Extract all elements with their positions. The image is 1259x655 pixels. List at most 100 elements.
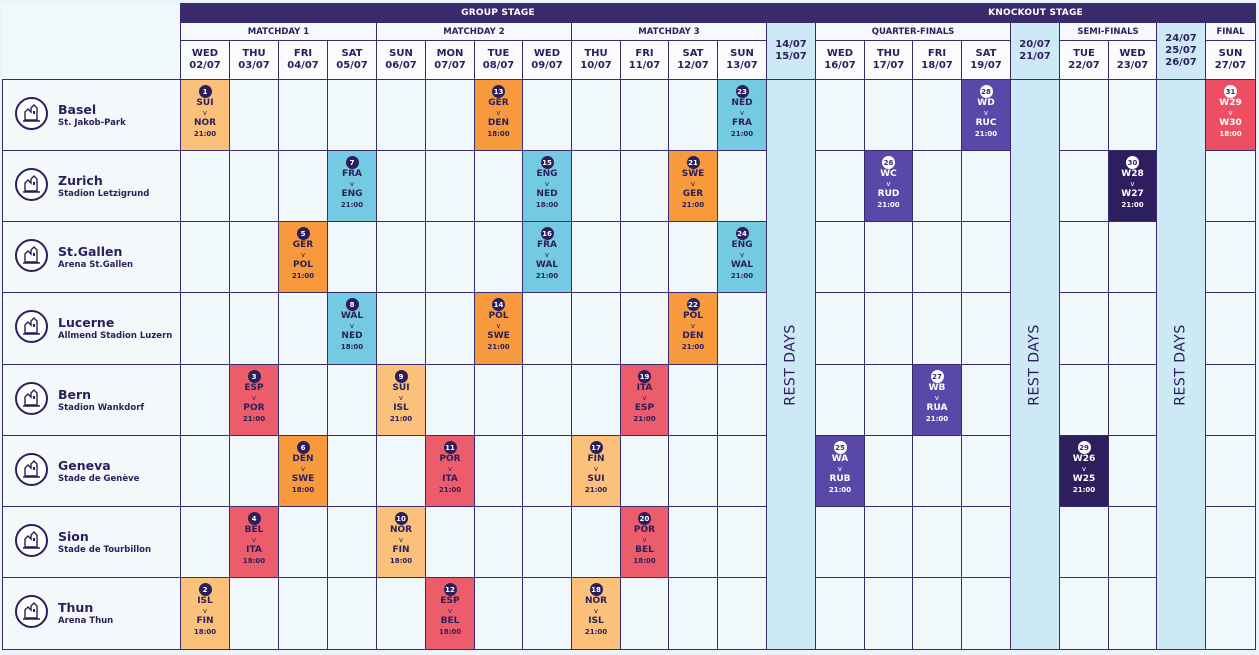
kickoff-time: 21:00 [438,486,462,494]
versus: v [642,536,647,544]
weekday: WED [533,48,561,59]
match-18[interactable]: 18 NOR v ISL 21:00 [572,578,621,650]
match-20[interactable]: 20 POR v BEL 18:00 [621,507,669,578]
empty-slot [865,507,913,578]
match-8[interactable]: 8 WAL v NED 18:00 [328,293,377,365]
empty-slot [475,222,523,293]
weekday: SUN [730,48,754,59]
away-team: NED [341,331,363,341]
match-28[interactable]: 28 WD v RUC 21:00 [962,80,1011,151]
empty-slot [377,222,426,293]
match-27[interactable]: 27 WB v RUA 21:00 [913,365,962,436]
match-16[interactable]: 16 FRA v WAL 21:00 [523,222,572,293]
match-12[interactable]: 12 ESP v BEL 18:00 [426,578,475,650]
match-number: 12 [443,583,457,596]
empty-slot [816,507,865,578]
match-11[interactable]: 11 POR v ITA 21:00 [426,436,475,507]
match-number: 22 [686,298,700,311]
empty-slot [377,578,426,650]
versus: v [202,109,208,117]
date: 07/07 [434,60,466,71]
away-team: NED [536,189,558,199]
kickoff-time: 21:00 [584,486,608,494]
city-landmark-icon [15,382,48,415]
kickoff-time: 21:00 [1121,201,1144,209]
venue-stadium: St. Jakob-Park [58,118,126,128]
empty-slot [426,222,475,293]
date-header-0: WED 02/07 [181,41,230,80]
match-5[interactable]: 5 GER v POL 21:00 [279,222,328,293]
weekday: FRI [927,48,947,59]
empty-slot [1109,80,1157,151]
empty-slot [572,222,621,293]
match-number: 30 [1126,156,1139,169]
match-13[interactable]: 13 GER v DEN 18:00 [475,80,523,151]
empty-slot [181,222,230,293]
empty-slot [1109,507,1157,578]
home-team: NOR [584,596,608,606]
empty-slot [377,151,426,222]
match-1[interactable]: 1 SUI v NOR 21:00 [181,80,230,151]
match-25[interactable]: 25 WA v RUB 21:00 [816,436,865,507]
match-number: 28 [979,85,993,98]
match-22[interactable]: 22 POL v DEN 21:00 [669,293,718,365]
empty-slot [523,365,572,436]
date-header-6: TUE 08/07 [475,41,523,80]
home-team: WD [977,98,995,108]
away-team: ITA [246,545,262,555]
away-team: ENG [341,189,363,199]
match-number: 24 [735,227,749,240]
match-30[interactable]: 30 W28 v W27 21:00 [1109,151,1157,222]
rest-days-column-0: REST DAYS [767,80,816,650]
empty-slot [962,222,1011,293]
match-31[interactable]: 31 W29 v W30 18:00 [1206,80,1256,151]
match-14[interactable]: 14 POL v SWE 21:00 [475,293,523,365]
match-4[interactable]: 4 BEL v ITA 18:00 [230,507,279,578]
empty-slot [669,578,718,650]
date-header-3: SAT 05/07 [328,41,377,80]
versus: v [837,465,843,473]
kickoff-time: 21:00 [877,201,900,209]
away-team: BEL [440,616,460,626]
match-21[interactable]: 21 SWE v GER 21:00 [669,151,718,222]
empty-slot [377,436,426,507]
match-2[interactable]: 2 ISL v FIN 18:00 [181,578,230,650]
match-9[interactable]: 9 SUI v ISL 21:00 [377,365,426,436]
empty-slot [1109,222,1157,293]
match-number: 31 [1224,85,1237,98]
match-3[interactable]: 3 ESP v POR 21:00 [230,365,279,436]
empty-slot [669,436,718,507]
match-29[interactable]: 29 W26 v W25 21:00 [1060,436,1109,507]
date-header-2: FRI 04/07 [279,41,328,80]
home-team: POL [683,311,703,321]
match-17[interactable]: 17 FIN v SUI 21:00 [572,436,621,507]
versus: v [300,465,306,473]
match-26[interactable]: 26 WC v RUD 21:00 [865,151,913,222]
venue-stgallen: St.Gallen Arena St.Gallen [2,222,181,293]
match-7[interactable]: 7 FRA v ENG 21:00 [328,151,377,222]
match-number: 21 [686,156,700,169]
match-15[interactable]: 15 ENG v NED 18:00 [523,151,572,222]
match-number: 13 [492,85,505,98]
kickoff-time: 21:00 [681,343,705,351]
match-10[interactable]: 10 NOR v FIN 18:00 [377,507,426,578]
date-header-13: WED 16/07 [816,41,865,80]
match-19[interactable]: 19 ITA v ESP 21:00 [621,365,669,436]
date: 09/07 [531,60,563,71]
home-team: POL [488,311,509,321]
match-6[interactable]: 6 DEN v SWE 18:00 [279,436,328,507]
kickoff-time: 21:00 [193,130,217,138]
away-team: WAL [730,260,754,270]
empty-slot [913,151,962,222]
empty-slot [962,151,1011,222]
away-team: NOR [193,118,217,128]
city-landmark-icon [15,595,48,628]
empty-slot [523,507,572,578]
empty-slot [669,365,718,436]
match-23[interactable]: 23 NED v FRA 21:00 [718,80,767,151]
match-24[interactable]: 24 ENG v WAL 21:00 [718,222,767,293]
versus: v [349,180,355,188]
venue-name: Sion [58,529,89,544]
away-team: ISL [588,616,604,626]
